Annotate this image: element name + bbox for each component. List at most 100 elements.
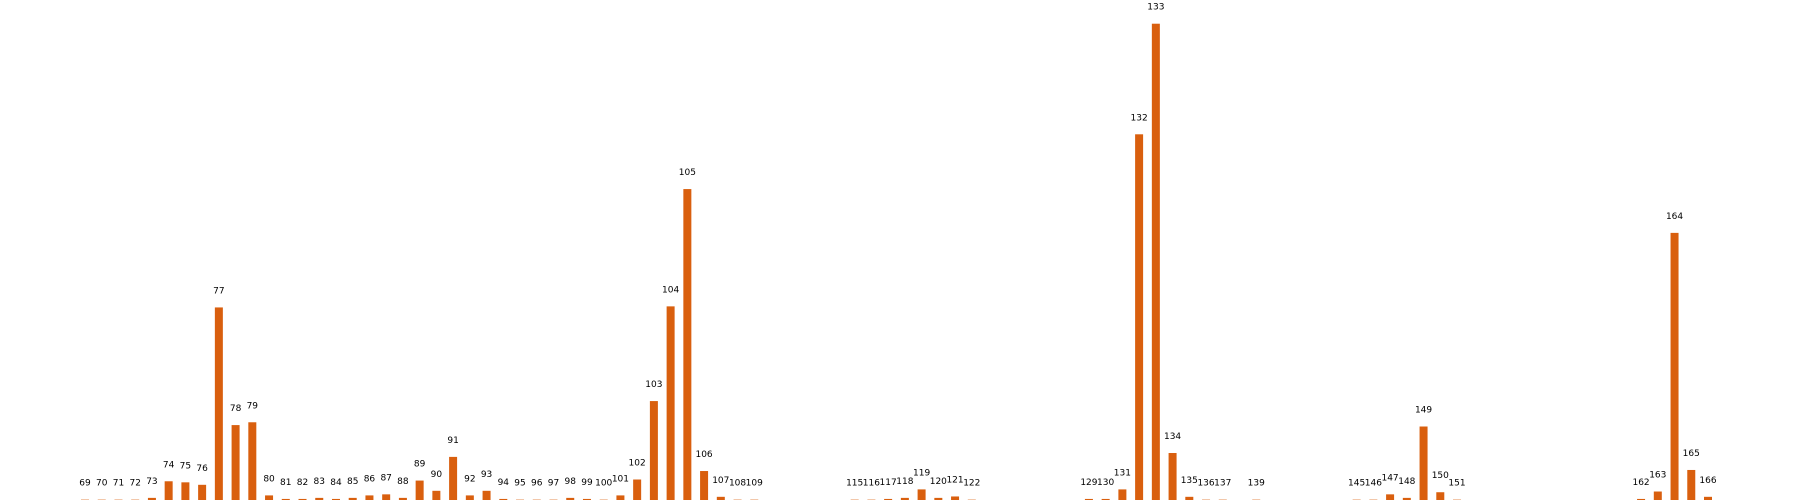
bar-label-116: 116: [863, 479, 880, 489]
bar-134: [1168, 453, 1177, 500]
bar-label-93: 93: [481, 470, 492, 480]
bar-label-84: 84: [330, 478, 342, 488]
bar-101: [616, 495, 625, 500]
bar-label-137: 137: [1214, 479, 1231, 489]
bar-label-109: 109: [746, 479, 763, 489]
bar-85: [348, 497, 357, 500]
bar-91: [449, 456, 458, 500]
bar-130: [1101, 498, 1110, 500]
bar-label-150: 150: [1432, 471, 1449, 481]
bar-label-77: 77: [213, 286, 224, 296]
bar-label-76: 76: [196, 464, 208, 474]
bar-label-96: 96: [531, 479, 543, 489]
bar-label-90: 90: [431, 470, 443, 480]
bar-label-98: 98: [565, 477, 577, 487]
bar-82: [298, 498, 307, 500]
bar-117: [884, 498, 893, 500]
bar-88: [398, 497, 407, 500]
bar-label-162: 162: [1632, 478, 1649, 488]
bar-label-73: 73: [146, 477, 157, 487]
bar-label-148: 148: [1398, 477, 1415, 487]
bar-label-99: 99: [581, 478, 593, 488]
bar-118: [900, 497, 909, 500]
bar-78: [231, 425, 240, 500]
bar-label-164: 164: [1666, 212, 1683, 222]
bar-label-71: 71: [113, 479, 124, 489]
labels-layer: 69 70 71 72 73 74 75 76 77 78 79 80 81 82 83 84 85 86 87 88…: [79, 3, 1717, 489]
bar-label-83: 83: [314, 477, 325, 487]
bar-label-75: 75: [180, 461, 191, 471]
bar-103: [649, 401, 658, 500]
bar-121: [951, 496, 960, 500]
bar-label-121: 121: [946, 475, 963, 485]
bar-99: [582, 498, 591, 500]
bar-label-118: 118: [896, 477, 913, 487]
bar-165: [1687, 469, 1696, 500]
bar-label-97: 97: [548, 479, 559, 489]
bar-label-105: 105: [679, 168, 696, 178]
bar-162: [1637, 498, 1646, 500]
bar-163: [1653, 491, 1662, 500]
bar-label-107: 107: [712, 476, 729, 486]
bar-label-129: 129: [1080, 478, 1097, 488]
bar-102: [633, 479, 642, 500]
bar-87: [382, 494, 391, 500]
bar-label-134: 134: [1164, 432, 1181, 442]
bar-label-146: 146: [1365, 479, 1382, 489]
bar-73: [147, 497, 156, 500]
bar-81: [281, 498, 290, 500]
bar-105: [683, 189, 692, 500]
bar-label-79: 79: [247, 401, 259, 411]
bar-label-133: 133: [1147, 3, 1164, 13]
bar-92: [465, 495, 474, 500]
bar-label-88: 88: [397, 477, 409, 487]
bar-label-80: 80: [263, 474, 275, 484]
bar-label-108: 108: [729, 479, 746, 489]
bar-label-117: 117: [880, 478, 897, 488]
bar-131: [1118, 489, 1127, 500]
bar-label-78: 78: [230, 404, 242, 414]
bar-label-145: 145: [1348, 479, 1365, 489]
bar-label-166: 166: [1699, 476, 1716, 486]
bar-147: [1386, 494, 1395, 500]
bar-166: [1704, 496, 1712, 500]
bar-label-85: 85: [347, 477, 358, 487]
bar-135: [1185, 496, 1194, 500]
bar-label-130: 130: [1097, 478, 1114, 488]
bar-label-139: 139: [1248, 479, 1265, 489]
bar-90: [432, 490, 441, 500]
bar-label-136: 136: [1197, 479, 1214, 489]
bar-label-122: 122: [963, 479, 980, 489]
bar-76: [198, 484, 207, 500]
bar-132: [1135, 134, 1144, 500]
bar-label-92: 92: [464, 474, 475, 484]
bar-label-74: 74: [163, 460, 175, 470]
bar-label-89: 89: [414, 460, 426, 470]
bar-120: [934, 497, 943, 500]
bar-149: [1419, 426, 1428, 500]
bar-93: [482, 490, 491, 500]
bar-label-72: 72: [129, 479, 140, 489]
bar-164: [1670, 232, 1679, 500]
bar-label-69: 69: [79, 479, 91, 489]
bar-label-151: 151: [1448, 479, 1465, 489]
bar-89: [415, 480, 424, 500]
bars-layer: [81, 23, 1712, 500]
bar-label-87: 87: [380, 473, 391, 483]
bar-83: [315, 497, 324, 500]
bar-label-95: 95: [514, 479, 525, 489]
bar-84: [331, 498, 340, 500]
bar-label-163: 163: [1649, 471, 1666, 481]
bar-94: [499, 498, 508, 500]
bar-label-131: 131: [1114, 468, 1131, 478]
bar-label-147: 147: [1381, 473, 1398, 483]
bar-150: [1436, 492, 1445, 500]
bar-label-115: 115: [846, 479, 863, 489]
bar-label-119: 119: [913, 468, 930, 478]
bar-label-100: 100: [595, 479, 612, 489]
bar-label-91: 91: [447, 436, 458, 446]
bar-86: [365, 495, 374, 500]
bar-label-104: 104: [662, 285, 679, 295]
bar-148: [1402, 497, 1411, 500]
bar-label-86: 86: [364, 474, 376, 484]
